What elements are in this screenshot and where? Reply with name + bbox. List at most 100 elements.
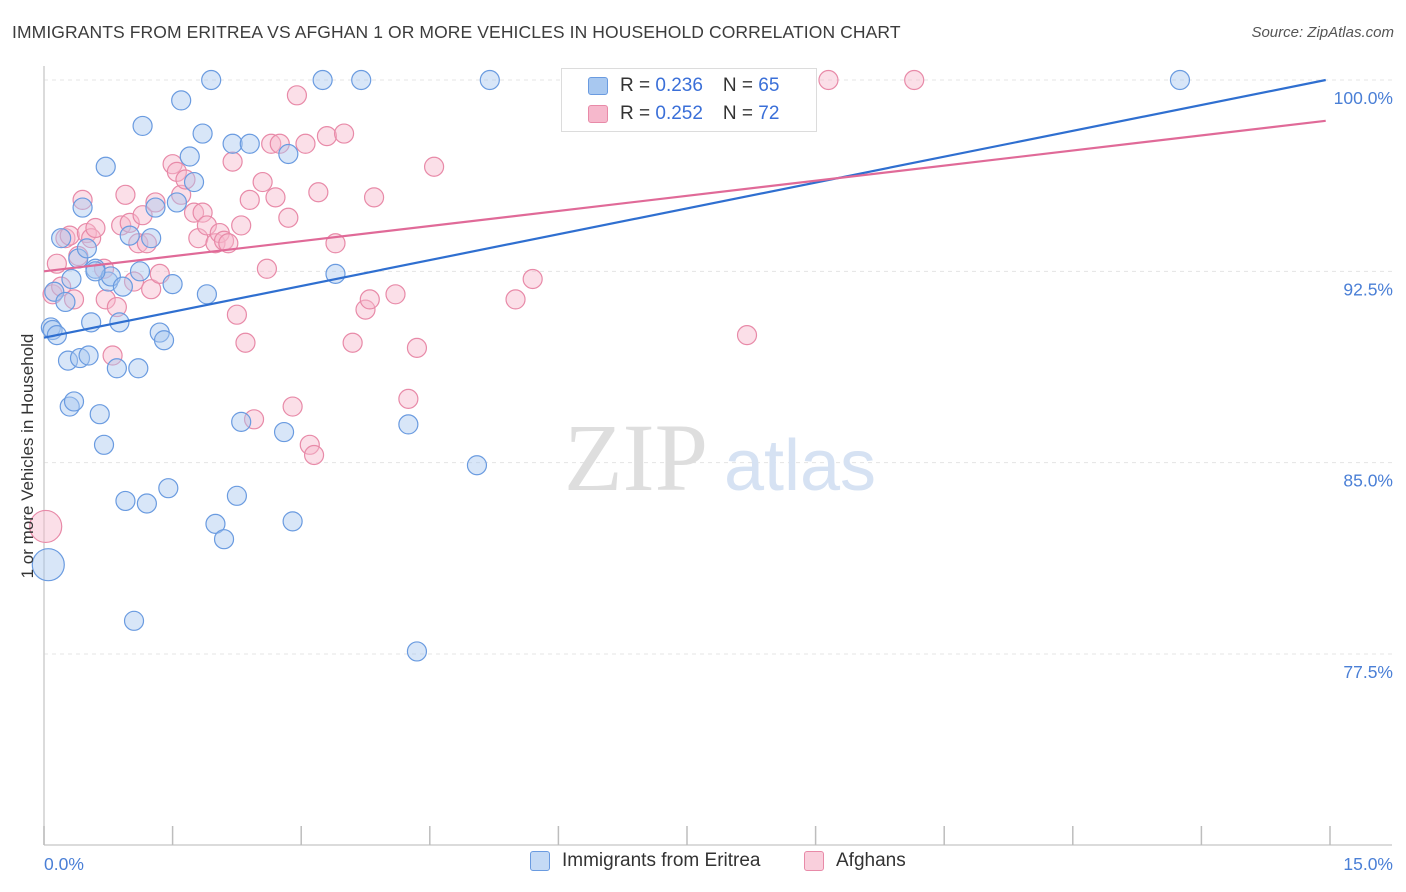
data-point	[63, 391, 85, 412]
data-point	[213, 529, 235, 550]
legend-item-eritrea[interactable]: Immigrants from Eritrea	[530, 850, 760, 872]
stats-row-eritrea: R = 0.236 N = 65	[562, 72, 779, 100]
data-point	[166, 192, 187, 213]
data-point	[179, 146, 200, 167]
data-point	[904, 69, 925, 91]
data-point	[145, 192, 166, 213]
data-point	[522, 268, 543, 290]
legend-label-afghans: Afghans	[836, 850, 906, 871]
data-point	[136, 493, 157, 514]
trend-lines	[43, 78, 1326, 339]
data-point	[398, 414, 419, 435]
data-point	[128, 233, 149, 254]
x-tick-label: 15.0%	[1343, 854, 1393, 874]
data-point	[123, 610, 145, 631]
data-point	[29, 509, 63, 544]
data-point	[273, 421, 295, 443]
legend-item-afghans[interactable]: Afghans	[804, 850, 906, 872]
watermark-atlas: atlas	[724, 426, 876, 506]
data-point	[112, 276, 133, 297]
data-point	[95, 289, 116, 310]
data-point	[243, 409, 265, 430]
legend-label-eritrea: Immigrants from Eritrea	[562, 850, 761, 871]
data-point	[479, 69, 500, 91]
data-point	[423, 156, 445, 177]
data-point	[466, 455, 488, 476]
data-point	[256, 258, 278, 279]
data-point	[231, 215, 252, 236]
data-point	[196, 215, 217, 236]
y-tick-label: 77.5%	[1343, 662, 1393, 682]
afghans-legend-swatch	[804, 851, 824, 871]
afghans-points	[29, 69, 925, 544]
x-tick-label: 0.0%	[44, 854, 84, 874]
data-point	[57, 350, 79, 371]
data-point	[736, 325, 758, 346]
data-point	[201, 69, 222, 91]
data-point	[398, 388, 419, 409]
data-point	[231, 411, 252, 432]
data-point	[282, 511, 303, 532]
data-point	[78, 345, 99, 366]
data-point	[55, 291, 76, 313]
data-point	[218, 233, 239, 254]
axes	[43, 66, 1392, 846]
data-point	[162, 273, 183, 295]
data-point	[226, 304, 247, 325]
data-point	[278, 207, 299, 228]
data-point	[316, 126, 338, 147]
data-point	[269, 133, 290, 154]
data-point	[286, 85, 308, 106]
data-point	[72, 189, 93, 211]
data-point	[406, 337, 428, 358]
data-point	[278, 143, 299, 165]
data-point	[355, 299, 376, 320]
y-tick-label: 85.0%	[1343, 471, 1393, 491]
data-point	[265, 187, 286, 208]
chart-title: IMMIGRANTS FROM ERITREA VS AFGHAN 1 OR M…	[12, 22, 901, 42]
data-point	[192, 202, 213, 223]
data-point	[183, 171, 205, 193]
data-point	[205, 513, 226, 534]
data-point	[141, 228, 162, 249]
data-point	[76, 238, 97, 259]
r-label: R =	[620, 75, 656, 96]
data-point	[145, 197, 166, 218]
data-point	[106, 358, 127, 379]
data-point	[282, 396, 303, 417]
r-value: 0.236	[655, 75, 703, 96]
data-point	[818, 69, 839, 91]
data-point	[222, 133, 243, 154]
data-point	[166, 161, 187, 182]
eritrea-legend-swatch	[530, 851, 550, 871]
data-point	[132, 115, 153, 137]
n-label: N =	[722, 103, 759, 124]
eritrea-points	[31, 69, 1191, 662]
eritrea-swatch	[588, 77, 608, 95]
data-point	[333, 123, 355, 144]
stats-legend: R = 0.236 N = 65 R = 0.252 N = 72	[561, 68, 817, 132]
data-point	[119, 225, 140, 246]
data-point	[171, 90, 192, 111]
data-point	[106, 296, 127, 318]
data-point	[51, 228, 72, 249]
data-point	[359, 289, 380, 310]
data-point	[261, 133, 282, 154]
watermark: ZIP atlas	[564, 404, 876, 511]
data-point	[222, 151, 243, 172]
data-point	[31, 548, 65, 582]
data-point	[115, 184, 136, 205]
data-point	[226, 485, 247, 506]
afghans-swatch	[588, 105, 608, 123]
series-legend: Immigrants from Eritrea Afghans	[0, 850, 1406, 878]
data-point	[196, 284, 217, 305]
data-point	[351, 69, 372, 91]
data-point	[1169, 69, 1191, 91]
r-value: 0.252	[655, 103, 703, 124]
data-point	[153, 330, 175, 351]
r-label: R =	[620, 103, 656, 124]
y-axis-label: 1 or more Vehicles in Household	[18, 333, 37, 579]
data-point	[93, 434, 115, 455]
data-point	[235, 332, 256, 353]
